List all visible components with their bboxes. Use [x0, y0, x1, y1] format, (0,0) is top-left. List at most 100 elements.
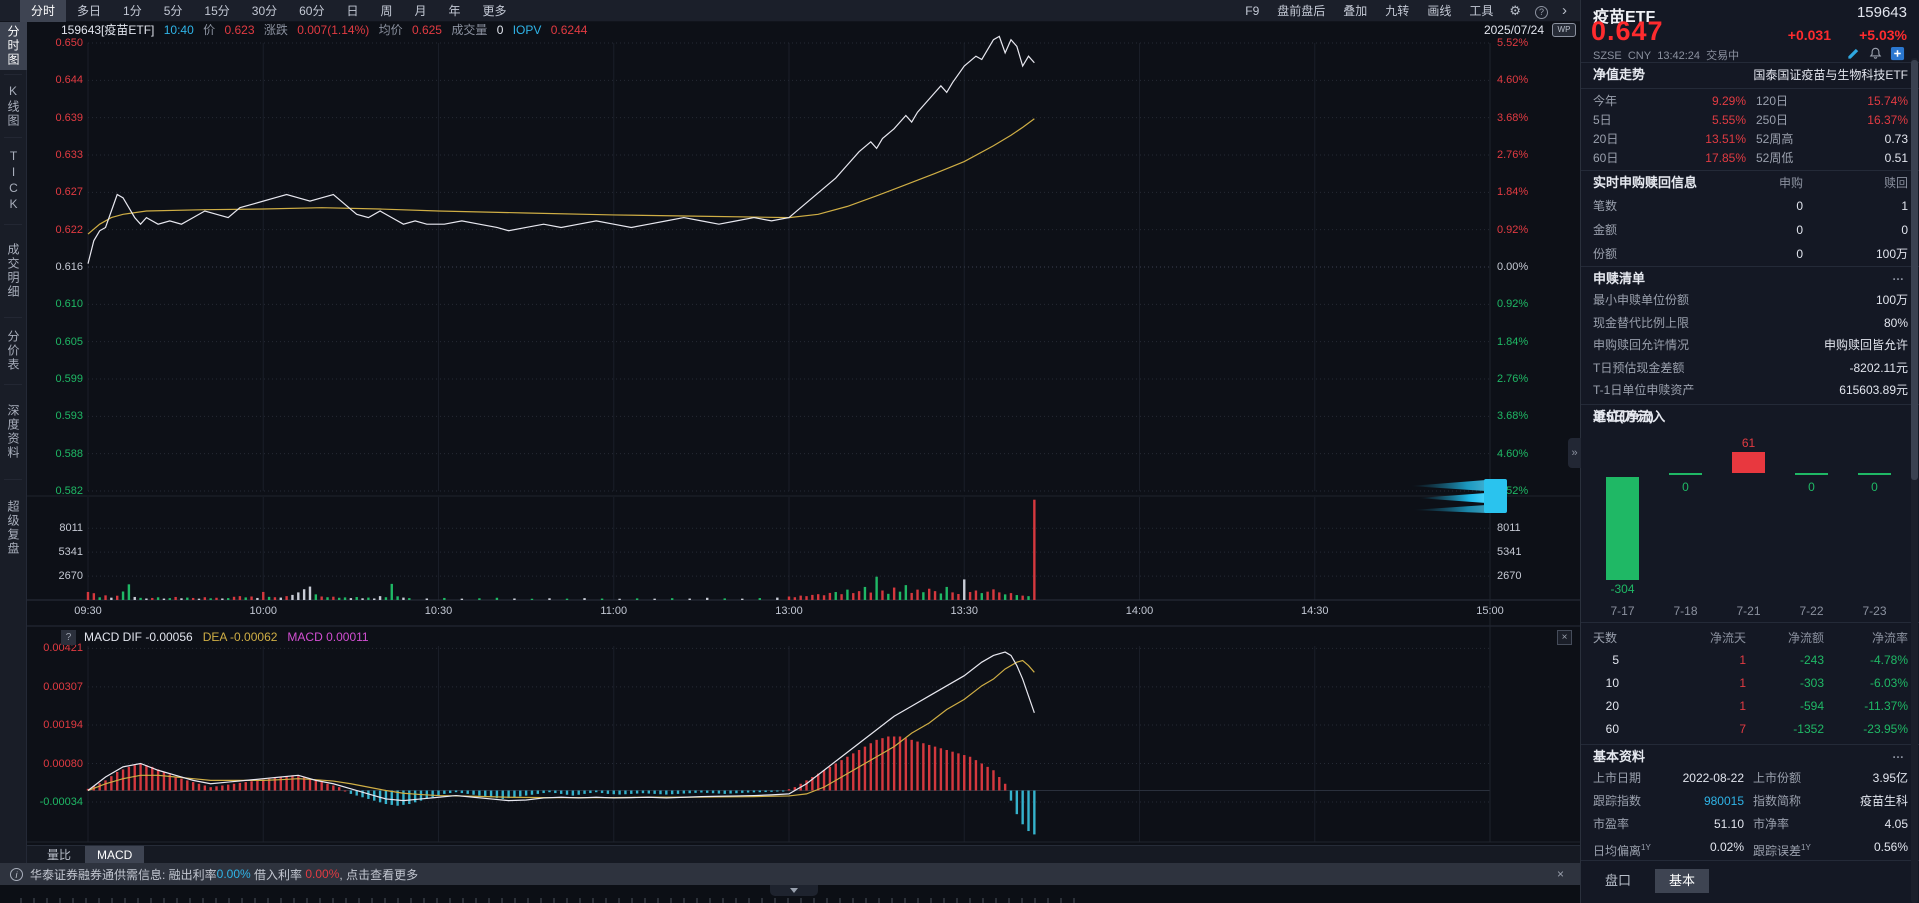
info-change-label: 涨跌 [263, 23, 288, 37]
nav-row-value: 9.29% [1711, 94, 1746, 108]
flow-header: 净流天 [1709, 631, 1746, 645]
sidebar-item-K线图[interactable]: K线图 [6, 84, 20, 128]
indicator-tab-MACD[interactable]: MACD [85, 846, 145, 863]
period-tab-月[interactable]: 月 [414, 3, 427, 18]
flow-net-rate: -23.95% [1863, 722, 1908, 736]
top-toolbar: 分时 多日 1分 5分 15分 30分 60分 日 周 月 年 更多 F9 盘前盘后 叠加 九转 画线 工具 ⚙… [0, 0, 1580, 22]
clipped-content-marks [20, 898, 1080, 903]
panel-expand-handle[interactable]: » [1568, 438, 1581, 468]
help-icon: ? [1535, 5, 1548, 19]
redeem-row-value: 615603.89元 [1839, 383, 1908, 397]
status-close-icon[interactable]: × [1556, 867, 1564, 881]
netflow-negative-bar [1606, 477, 1639, 580]
basic-row-value[interactable]: 980015 [1703, 794, 1744, 808]
more-button[interactable]: … [1892, 269, 1905, 283]
toolbar-button-叠加[interactable]: 叠加 [1343, 3, 1368, 18]
toolbar-buttons: F9 盘前盘后 叠加 九转 画线 工具 [1236, 0, 1502, 22]
sidebar-item-深度资料[interactable]: 深度资料 [6, 404, 20, 460]
status-rate-out: 0.00% [216, 867, 251, 881]
security-code: 159643 [1856, 4, 1907, 21]
indicator-tabs: 量比 MACD [27, 845, 1580, 863]
macd-help-icon[interactable]: ? [61, 629, 76, 645]
redeem-row-label: 最小申赎单位份额 [1593, 293, 1690, 307]
basic-row-value: 51.10 [1713, 817, 1744, 831]
status-more-link[interactable]: , 点击查看更多 [339, 867, 419, 882]
netflow-value-label: 0 [1871, 480, 1878, 494]
gear-icon[interactable]: ⚙ [1509, 2, 1521, 18]
period-tab-多日[interactable]: 多日 [77, 3, 102, 18]
sidebar-divider [4, 384, 22, 385]
indicator-tab-量比[interactable]: 量比 [47, 848, 72, 862]
flow-header: 净流额 [1787, 631, 1824, 645]
stream-watermark-icon [1410, 479, 1507, 513]
flow-net-amount: -594 [1799, 699, 1824, 713]
quote-tab-基本[interactable]: 基本 [1655, 869, 1710, 893]
scrollbar-thumb[interactable] [1911, 60, 1918, 480]
section-divider [1581, 860, 1919, 861]
column-header-subscribe: 申购 [1778, 176, 1803, 190]
section-divider [1581, 622, 1919, 623]
sidebar-item-分价表[interactable]: 分价表 [6, 330, 20, 372]
sidebar-divider [4, 224, 22, 225]
period-tab-5分[interactable]: 5分 [163, 3, 183, 18]
toolbar-button-工具[interactable]: 工具 [1469, 3, 1494, 18]
period-tab-更多[interactable]: 更多 [482, 3, 507, 18]
info-symbol: 159643[疫苗ETF] [61, 23, 155, 37]
scrollbar-track[interactable] [1911, 58, 1918, 903]
info-vol-label: 成交量 [451, 23, 488, 37]
flow-net-rate: -6.03% [1869, 676, 1908, 690]
info-vol: 0 [496, 23, 504, 37]
wp-widget-icon[interactable]: WP [1552, 23, 1576, 37]
sidebar-item-超级复盘[interactable]: 超级复盘 [6, 500, 20, 556]
toolbar-button-画线[interactable]: 画线 [1427, 3, 1452, 18]
panel-collapse-handle[interactable] [770, 885, 818, 896]
currency: CNY [1627, 50, 1652, 62]
sidebar-item-TICK[interactable]: TICK [6, 149, 21, 213]
period-tab-1分[interactable]: 1分 [123, 3, 142, 18]
realtime-subscribe-value: 0 [1796, 247, 1803, 261]
netflow-zero-bar [1858, 473, 1891, 475]
redeem-row-value: -8202.11元 [1849, 360, 1908, 375]
more-button[interactable]: … [1892, 747, 1905, 761]
flow-net-rate: -4.78% [1869, 653, 1908, 667]
sidebar-divider [4, 317, 22, 318]
alert-bell-icon[interactable] [1868, 46, 1883, 61]
security-name: 疫苗ETF [1593, 9, 1656, 26]
redeem-row-label: T-1日单位申赎资产 [1593, 383, 1695, 397]
toolbar-button-盘前盘后[interactable]: 盘前盘后 [1277, 3, 1326, 18]
netflow-unit-label: 单位(万元) [1593, 409, 1654, 424]
toolbar-button-F9[interactable]: F9 [1245, 3, 1260, 18]
chevron-right-icon[interactable]: › [1562, 1, 1567, 19]
status-text-mid: 借入利率 [250, 867, 306, 882]
status-text: 华泰证券融券通供需信息: 融出利率 [30, 867, 217, 882]
netflow-zero-bar [1795, 473, 1828, 475]
nav-row-label: 5日 [1593, 113, 1612, 127]
quote-tab-盘口[interactable]: 盘口 [1605, 873, 1632, 888]
period-tab-30分[interactable]: 30分 [251, 3, 278, 18]
toolbar-button-九转[interactable]: 九转 [1385, 3, 1410, 18]
period-tab-分时[interactable]: 分时 [20, 0, 67, 22]
period-tab-年[interactable]: 年 [448, 3, 461, 18]
period-tab-60分[interactable]: 60分 [299, 3, 325, 18]
macd-close-icon[interactable]: × [1557, 630, 1572, 645]
netflow-value-label: 0 [1808, 480, 1815, 494]
period-tab-15分[interactable]: 15分 [204, 3, 230, 18]
macd-dea-value: DEA -0.00062 [202, 630, 278, 644]
period-tab-周[interactable]: 周 [380, 3, 393, 18]
info-right: 2025/07/24 WP [1484, 22, 1576, 38]
period-tab-日[interactable]: 日 [346, 3, 359, 18]
chart-area: 159643[疫苗ETF] 10:40 价 0.623 涨跌 0.007(1.1… [27, 22, 1580, 863]
sidebar-item-分时图[interactable]: 分时图 [0, 22, 27, 70]
flow-net-days: 1 [1739, 699, 1746, 713]
nav-row-value: 13.51% [1705, 132, 1746, 146]
realtime-section-title: 实时申购赎回信息 [1593, 175, 1698, 190]
intraday-chart-canvas[interactable] [27, 22, 1580, 863]
sidebar-divider [4, 137, 22, 138]
realtime-row-label: 份额 [1593, 247, 1618, 261]
edit-pencil-icon[interactable] [1846, 46, 1861, 61]
sidebar-item-成交明细[interactable]: 成交明细 [6, 243, 20, 299]
status-bar: i 华泰证券融券通供需信息: 融出利率 0.00% 借入利率 0.00% , 点… [0, 863, 1580, 885]
redeem-row-value: 80% [1883, 315, 1908, 330]
add-to-watchlist-icon[interactable] [1890, 46, 1905, 61]
help-button[interactable]: ? [1528, 0, 1555, 22]
